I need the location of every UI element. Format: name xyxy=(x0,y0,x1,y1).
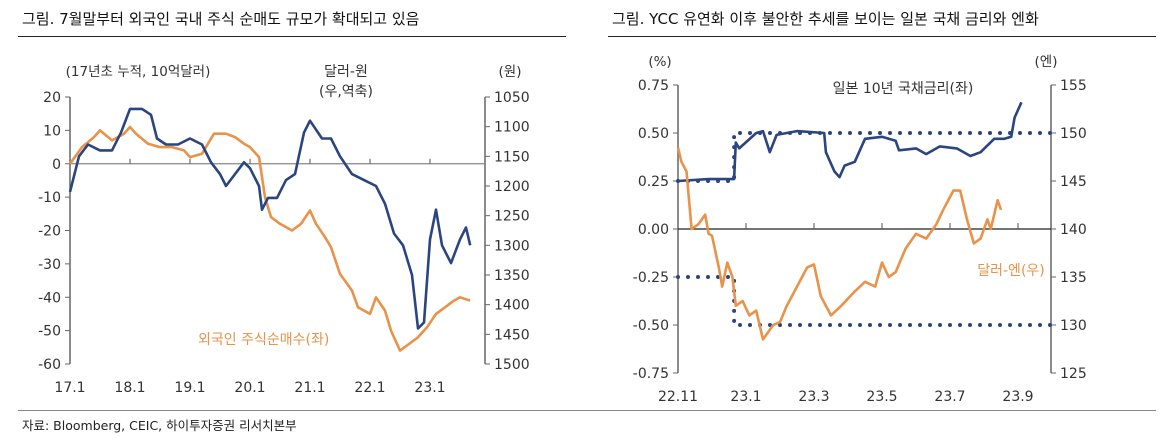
right-tick-label: 135 xyxy=(1060,270,1087,286)
jgb-series-label: 일본 10년 국채금리(좌) xyxy=(833,81,974,97)
x-tick-label: 23.7 xyxy=(934,389,965,405)
right-title-rule xyxy=(608,36,1156,37)
left-tick-label: -30 xyxy=(38,257,61,273)
x-tick-label: 23.5 xyxy=(866,389,897,405)
usdkrw-series-label-sub: (우,역축) xyxy=(319,84,373,100)
series-line-right xyxy=(676,147,1003,341)
source-note: 자료: Bloomberg, CEIC, 하이투자증권 리서치본부 xyxy=(22,418,297,433)
series-line-left xyxy=(68,125,471,352)
x-tick-label: 23.3 xyxy=(798,389,829,405)
left-title-rule xyxy=(18,36,566,37)
x-tick-label: 23.9 xyxy=(1002,389,1033,405)
right-tick-label: 125 xyxy=(1060,366,1087,382)
right-tick-label: 150 xyxy=(1060,126,1087,142)
left-tick-label: 0.00 xyxy=(638,222,669,238)
x-tick-label: 21.1 xyxy=(294,380,325,396)
left-chart-title: 그림. 7월말부터 외국인 국내 주식 순매도 규모가 확대되고 있음 xyxy=(22,10,420,28)
right-tick-label: 155 xyxy=(1060,78,1087,94)
left-axis-unit: (17년초 누적, 10억달러) xyxy=(66,64,211,80)
series-line-right xyxy=(68,107,472,330)
right-tick-label: 130 xyxy=(1060,318,1087,334)
left-tick-label: -60 xyxy=(38,357,61,373)
usdkrw-series-label: 달러-원 xyxy=(324,64,368,80)
left-tick-label: 20 xyxy=(43,90,61,106)
x-tick-label: 22.1 xyxy=(354,380,385,396)
right-tick-label: 1300 xyxy=(494,238,530,254)
left-tick-label: -0.50 xyxy=(633,318,669,334)
left-axis-unit: (%) xyxy=(648,54,671,70)
right-axis-unit: (원) xyxy=(499,64,522,80)
x-tick-label: 17.1 xyxy=(54,380,85,396)
right-axis-unit: (엔) xyxy=(1035,54,1058,70)
x-tick-label: 20.1 xyxy=(234,380,265,396)
right-chart-title: 그림. YCC 유연화 이후 불안한 추세를 보이는 일본 국채 금리와 엔화 xyxy=(612,10,1039,28)
right-tick-label: 1500 xyxy=(494,357,530,373)
left-tick-label: -50 xyxy=(38,324,61,340)
left-tick-label: 10 xyxy=(43,123,61,139)
left-tick-label: 0.50 xyxy=(638,126,669,142)
right-tick-label: 1250 xyxy=(494,209,530,225)
right-tick-label: 1150 xyxy=(494,149,530,165)
right-tick-label: 1350 xyxy=(494,268,530,284)
left-tick-label: -20 xyxy=(38,224,61,240)
right-tick-label: 145 xyxy=(1060,174,1087,190)
x-tick-label: 23.1 xyxy=(730,389,761,405)
right-tick-label: 1100 xyxy=(494,120,530,136)
left-tick-label: -0.75 xyxy=(633,366,669,382)
left-tick-label: 0.75 xyxy=(638,78,669,94)
x-tick-label: 22.11 xyxy=(658,389,698,405)
x-tick-label: 18.1 xyxy=(114,380,145,396)
right-tick-label: 140 xyxy=(1060,222,1087,238)
left-tick-label: 0 xyxy=(52,157,61,173)
left-tick-label: -10 xyxy=(38,190,61,206)
left-tick-label: 0.25 xyxy=(638,174,669,190)
x-tick-label: 23.1 xyxy=(414,380,445,396)
right-tick-label: 1050 xyxy=(494,90,530,106)
left-tick-label: -0.25 xyxy=(633,270,669,286)
footer-rule xyxy=(18,410,1156,411)
x-tick-label: 19.1 xyxy=(174,380,205,396)
foreign-buying-series-label: 외국인 주식순매수(좌) xyxy=(198,332,329,348)
usdjpy-series-label: 달러-엔(우) xyxy=(977,263,1045,279)
right-tick-label: 1200 xyxy=(494,179,530,195)
left-tick-label: -40 xyxy=(38,290,61,306)
series-line-left xyxy=(677,101,1023,183)
right-tick-label: 1400 xyxy=(494,298,530,314)
right-tick-label: 1450 xyxy=(494,327,530,343)
